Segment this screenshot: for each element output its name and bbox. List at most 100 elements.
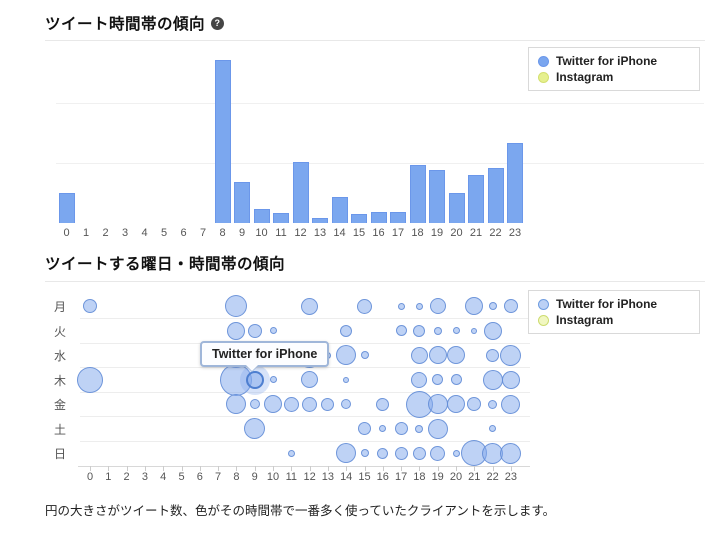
bubble-土-19[interactable]	[427, 418, 448, 439]
bubble-火-8[interactable]	[227, 321, 246, 340]
bar-hour-11[interactable]	[273, 213, 289, 223]
bar-hour-16[interactable]	[370, 212, 387, 223]
bubble-火-14[interactable]	[340, 324, 353, 337]
bar-hour-15[interactable]	[351, 214, 367, 223]
bubble-木-10[interactable]	[269, 376, 277, 383]
bubble-火-19[interactable]	[433, 326, 442, 335]
bubble-木-23[interactable]	[501, 370, 520, 389]
bubble-xaxis-tick	[90, 465, 91, 471]
bubble-火-21[interactable]	[471, 327, 478, 334]
bar-hour-21[interactable]	[468, 175, 484, 223]
bubble-木-22[interactable]	[482, 369, 503, 390]
bubble-火-18[interactable]	[413, 324, 426, 337]
bubble-日-20[interactable]	[452, 449, 460, 457]
bar-hour-20[interactable]	[448, 193, 465, 223]
bar-hour-0[interactable]	[58, 193, 75, 223]
bubble-木-0[interactable]	[77, 366, 103, 393]
bubble-土-18[interactable]	[415, 424, 424, 433]
bubble-xaxis-label: 13	[321, 471, 335, 483]
bubble-xaxis-label: 16	[376, 471, 389, 483]
bubble-火-20[interactable]	[452, 327, 460, 334]
bar-xaxis-label: 8	[219, 227, 226, 239]
bubble-木-12[interactable]	[301, 371, 319, 388]
bubble-月-23[interactable]	[503, 299, 518, 313]
bubble-xaxis-line	[78, 465, 530, 467]
bubble-月-8[interactable]	[225, 295, 248, 317]
bubble-土-22[interactable]	[489, 425, 497, 432]
bar-hour-13[interactable]	[312, 218, 328, 223]
bubble-日-14[interactable]	[336, 443, 357, 463]
hourly-chart-legend: Twitter for iPhone Instagram	[528, 47, 700, 91]
bubble-月-18[interactable]	[415, 302, 423, 310]
bubble-金-23[interactable]	[501, 394, 521, 414]
bubble-金-10[interactable]	[264, 395, 282, 413]
bar-hour-10[interactable]	[253, 209, 270, 223]
bubble-金-9[interactable]	[249, 399, 260, 409]
bubble-水-19[interactable]	[428, 346, 447, 364]
bubble-金-8[interactable]	[226, 394, 247, 414]
bubble-xaxis-label: 4	[160, 471, 167, 483]
bubble-xaxis-label: 22	[486, 471, 499, 483]
bubble-row-separator	[80, 440, 530, 442]
bubble-木-14[interactable]	[343, 376, 350, 383]
bubble-xaxis-label: 21	[468, 471, 481, 483]
bubble-金-14[interactable]	[341, 399, 352, 409]
bubble-金-22[interactable]	[488, 399, 498, 409]
bar-hour-8[interactable]	[214, 60, 231, 223]
bubble-月-22[interactable]	[488, 302, 497, 310]
bubble-金-13[interactable]	[321, 397, 335, 411]
bubble-xaxis-label: 20	[449, 471, 463, 483]
bubble-火-9[interactable]	[247, 323, 262, 338]
bubble-日-18[interactable]	[412, 446, 426, 460]
bubble-土-16[interactable]	[379, 425, 387, 432]
legend-label: Instagram	[556, 70, 614, 84]
bubble-月-0[interactable]	[83, 299, 97, 313]
bubble-木-18[interactable]	[411, 371, 428, 388]
bubble-日-19[interactable]	[430, 445, 446, 461]
bubble-日-15[interactable]	[360, 449, 369, 457]
bar-hour-12[interactable]	[292, 162, 309, 223]
bar-hour-9[interactable]	[234, 182, 250, 223]
bubble-月-19[interactable]	[429, 298, 446, 314]
bubble-火-10[interactable]	[269, 327, 277, 334]
bubble-土-15[interactable]	[358, 422, 371, 435]
bubble-日-11[interactable]	[287, 449, 295, 457]
bubble-row-separator	[80, 416, 530, 418]
bubble-火-17[interactable]	[395, 325, 407, 336]
bubble-木-19[interactable]	[432, 374, 444, 385]
bubble-月-12[interactable]	[301, 297, 319, 315]
bar-xaxis-label: 11	[275, 227, 287, 239]
help-icon[interactable]: ?	[211, 16, 225, 30]
bubble-日-17[interactable]	[394, 446, 408, 460]
bubble-yaxis-label: 月	[53, 300, 66, 314]
bubble-日-23[interactable]	[500, 442, 522, 464]
bubble-金-16[interactable]	[376, 397, 390, 411]
bar-hour-22[interactable]	[487, 168, 504, 223]
bubble-水-23[interactable]	[500, 344, 522, 366]
bubble-水-22[interactable]	[486, 348, 500, 362]
bar-hour-14[interactable]	[331, 197, 348, 223]
bubble-月-21[interactable]	[465, 297, 484, 315]
bubble-水-14[interactable]	[336, 345, 357, 365]
bubble-月-17[interactable]	[397, 302, 405, 310]
bubble-金-11[interactable]	[283, 396, 299, 412]
bar-hour-18[interactable]	[409, 165, 426, 223]
bubble-日-16[interactable]	[377, 447, 389, 459]
bar-hour-17[interactable]	[390, 212, 406, 223]
bubble-月-15[interactable]	[357, 298, 372, 314]
bubble-yaxis-label: 火	[53, 324, 66, 339]
bubble-火-22[interactable]	[483, 321, 502, 340]
bubble-xaxis-label: 11	[285, 471, 297, 483]
bubble-金-19[interactable]	[427, 394, 448, 414]
bubble-金-12[interactable]	[302, 396, 318, 412]
bubble-水-15[interactable]	[360, 351, 369, 359]
bubble-土-9[interactable]	[244, 418, 266, 439]
bubble-土-17[interactable]	[394, 422, 408, 435]
bubble-水-20[interactable]	[447, 346, 465, 364]
bar-hour-23[interactable]	[507, 143, 523, 223]
bubble-木-20[interactable]	[450, 374, 462, 385]
bubble-金-21[interactable]	[467, 397, 482, 411]
bubble-金-20[interactable]	[447, 395, 465, 413]
bubble-水-18[interactable]	[410, 346, 428, 364]
bar-hour-19[interactable]	[429, 170, 445, 223]
